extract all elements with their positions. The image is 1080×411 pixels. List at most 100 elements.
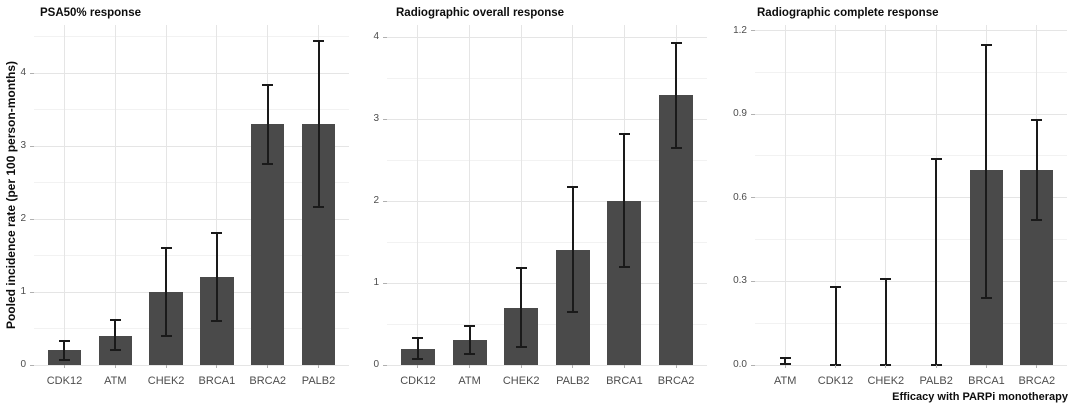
error-bar-line: [266, 84, 269, 164]
x-tick-label: PALB2: [556, 375, 590, 387]
x-tick-mark: [572, 365, 574, 368]
error-bar-cap: [160, 247, 172, 250]
gridline-vertical: [885, 25, 887, 365]
x-tick-mark: [114, 365, 116, 368]
error-bar-cap: [109, 319, 121, 322]
error-bar-line: [416, 337, 419, 360]
gridline-vertical: [520, 25, 522, 365]
error-bar-cap: [980, 297, 992, 300]
y-tick-label: 1: [20, 286, 26, 298]
x-tick-label: ATM: [773, 375, 797, 387]
error-bar-line: [935, 158, 938, 365]
y-tick-mark: [383, 282, 387, 284]
error-bar-cap: [618, 265, 630, 268]
x-tick-label: CDK12: [400, 375, 436, 387]
error-bar-cap: [779, 357, 791, 360]
gridline-major: [387, 200, 707, 202]
y-tick-mark: [30, 145, 34, 147]
error-bar-cap: [109, 349, 121, 352]
error-bar-cap: [567, 310, 579, 313]
x-tick-mark: [885, 365, 887, 368]
error-bar-cap: [464, 324, 476, 327]
gridline-vertical: [216, 25, 218, 365]
gridline-minor: [387, 159, 707, 161]
error-bar-cap: [160, 334, 172, 337]
y-tick-mark: [30, 218, 34, 220]
error-bar-cap: [412, 358, 424, 361]
y-tick-label: 1: [373, 277, 379, 289]
panel1-title: PSA50% response: [40, 7, 141, 19]
y-tick-label: 1.2: [733, 24, 747, 36]
y-tick-label: 3: [373, 113, 379, 125]
panel3-title: Radiographic complete response: [757, 7, 939, 19]
gridline-major: [34, 218, 349, 220]
y-tick-mark: [751, 197, 755, 199]
x-tick-mark: [417, 365, 419, 368]
x-tick-mark: [216, 365, 218, 368]
gridline-vertical: [469, 25, 471, 365]
error-bar-line: [63, 340, 66, 360]
y-tick-mark: [751, 364, 755, 366]
y-tick-label: 0.6: [733, 191, 747, 203]
x-tick-label: BRCA2: [249, 375, 287, 387]
y-tick-mark: [383, 36, 387, 38]
x-tick-mark: [165, 365, 167, 368]
error-bar-cap: [515, 267, 527, 270]
error-bar-cap: [262, 83, 274, 86]
gridline-minor: [387, 323, 707, 325]
y-tick-mark: [30, 72, 34, 74]
error-bar-line: [623, 133, 626, 267]
error-bar-cap: [670, 146, 682, 149]
error-bar-line: [215, 232, 218, 322]
gridline-major: [387, 36, 707, 38]
gridline-minor: [34, 182, 349, 184]
gridline-minor: [387, 77, 707, 79]
y-tick-label: 2: [373, 195, 379, 207]
gridline-minor: [34, 109, 349, 111]
y-tick-label: 3: [20, 140, 26, 152]
x-tick-mark: [985, 365, 987, 368]
gridline-major: [755, 364, 1067, 366]
error-bar-cap: [211, 320, 223, 323]
gridline-vertical: [417, 25, 419, 365]
y-tick-mark: [751, 30, 755, 32]
error-bar-cap: [618, 132, 630, 135]
x-tick-label: CHEK2: [867, 375, 905, 387]
gridline-minor: [755, 71, 1067, 73]
x-tick-mark: [469, 365, 471, 368]
error-bar-cap: [880, 277, 892, 280]
y-tick-mark: [383, 364, 387, 366]
error-bar-line: [784, 358, 787, 364]
error-bar-line: [675, 43, 678, 148]
y-tick-mark: [30, 364, 34, 366]
y-tick-mark: [751, 113, 755, 115]
error-bar-cap: [464, 353, 476, 356]
x-tick-mark: [520, 365, 522, 368]
error-bar-cap: [1031, 219, 1043, 222]
x-tick-mark: [318, 365, 320, 368]
error-bar-cap: [830, 285, 842, 288]
y-tick-label: 2: [20, 213, 26, 225]
y-tick-label: 0: [20, 359, 26, 370]
x-tick-mark: [63, 365, 65, 368]
x-tick-label: BRCA1: [968, 375, 1005, 387]
gridline-minor: [34, 255, 349, 257]
y-tick-label: 4: [373, 31, 379, 43]
error-bar-cap: [211, 231, 223, 234]
x-tick-label: BRCA2: [1018, 375, 1056, 387]
error-bar-cap: [58, 339, 70, 342]
error-bar-line: [165, 248, 168, 336]
gridline-major: [387, 282, 707, 284]
gridline-minor: [34, 328, 349, 330]
gridline-major: [34, 291, 349, 293]
y-tick-mark: [751, 280, 755, 282]
error-bar-cap: [779, 362, 791, 365]
x-tick-label: CDK12: [46, 375, 83, 387]
x-tick-mark: [784, 365, 786, 368]
gridline-vertical: [165, 25, 167, 365]
error-bar-cap: [262, 162, 274, 165]
y-tick-mark: [383, 200, 387, 202]
x-tick-mark: [675, 365, 677, 368]
x-tick-label: ATM: [104, 375, 127, 387]
